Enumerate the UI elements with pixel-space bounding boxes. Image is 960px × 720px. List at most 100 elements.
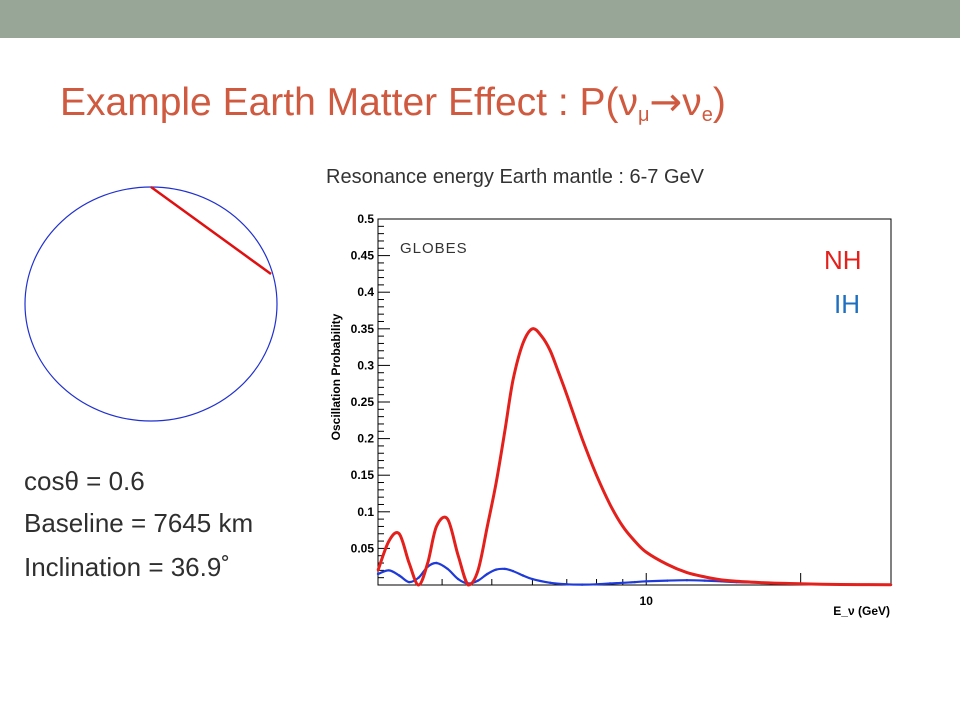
data-point-nh: [387, 539, 391, 543]
data-point-nh: [645, 550, 648, 554]
y-tick-label: 0.4: [357, 285, 374, 299]
data-point-nh: [633, 539, 636, 543]
data-point-ih: [595, 583, 598, 586]
data-point-nh: [417, 583, 420, 587]
data-point-ih: [549, 581, 552, 584]
y-axis-ticks: 0.05 0.1 0.15 0.2 0.25 0.3 0.35 0.4 0.45 0.5: [351, 212, 390, 586]
cos-theta-label: cosθ: [24, 466, 79, 496]
data-point-nh: [595, 474, 598, 477]
legend-ih: IH: [834, 289, 860, 319]
data-point-ih: [417, 576, 420, 579]
data-point-nh: [666, 563, 669, 566]
data-point-nh: [608, 503, 612, 506]
legend-nh: NH: [824, 245, 862, 275]
y-axis-label: Oscillation Probability: [329, 313, 343, 440]
cos-theta-value: = 0.6: [86, 466, 145, 496]
slide-subtitle: Resonance energy Earth mantle : 6-7 GeV: [326, 166, 704, 188]
data-point-ih: [633, 580, 636, 584]
cos-theta-line: cosθ = 0.6: [24, 466, 145, 497]
data-point-nh: [557, 371, 560, 374]
y-tick-label: 0.1: [357, 505, 374, 519]
data-point-nh: [467, 583, 470, 587]
data-point-nh: [565, 393, 568, 396]
data-point-nh: [703, 575, 706, 579]
data-point-nh: [435, 525, 438, 528]
top-banner: [0, 0, 960, 38]
data-point-ih: [407, 580, 411, 584]
baseline-value: = 7645 km: [130, 508, 254, 538]
data-point-nh: [720, 578, 723, 582]
title-sub-mu: μ: [638, 104, 650, 126]
inclination-value: = 36.9˚: [148, 552, 230, 582]
y-tick-label: 0.25: [351, 395, 375, 409]
data-point-nh: [457, 554, 460, 557]
data-point-nh: [735, 580, 738, 583]
data-point-ih: [580, 583, 584, 586]
data-point-nh: [580, 437, 584, 440]
data-point-nh: [820, 583, 824, 586]
y-tick-label: 0.45: [351, 249, 375, 263]
data-point-nh: [763, 581, 766, 584]
data-point-nh: [398, 532, 401, 535]
title-nu-1: ν: [618, 81, 639, 124]
data-point-ih: [398, 574, 401, 577]
baseline-line: Baseline = 7645 km: [24, 508, 253, 539]
data-point-ih: [486, 572, 489, 576]
earth-circle: [24, 186, 278, 422]
baseline-chord: [150, 185, 272, 276]
x-tick-label: 10: [640, 594, 654, 608]
data-point-ih: [703, 579, 706, 582]
data-point-ih: [387, 569, 391, 572]
data-point-ih: [476, 579, 480, 582]
data-point-nh: [407, 561, 411, 565]
data-point-nh: [857, 583, 861, 586]
data-point-ih: [521, 574, 525, 577]
data-point-nh: [531, 327, 534, 330]
data-point-ih: [446, 567, 449, 571]
title-nu-2: ν: [682, 81, 702, 124]
data-point-nh: [476, 569, 480, 572]
data-point-nh: [521, 342, 525, 345]
x-axis-label: E_ν (GeV): [833, 604, 890, 618]
data-point-ih: [645, 580, 648, 583]
title-text: Example Earth Matter Effect : P(: [60, 81, 619, 124]
title-close-paren: ): [712, 81, 726, 124]
earth-diagram: [24, 185, 278, 422]
data-point-nh: [549, 349, 552, 352]
data-point-ih: [376, 572, 380, 576]
y-tick-label: 0.15: [351, 468, 375, 482]
data-point-ih: [565, 583, 568, 586]
data-point-ih: [503, 567, 506, 571]
data-point-nh: [376, 569, 380, 572]
data-point-ih: [511, 569, 515, 573]
data-point-nh: [788, 582, 791, 585]
x-axis-ticks: 10: [377, 573, 892, 608]
data-point-ih: [495, 568, 498, 571]
y-tick-label: 0.35: [351, 322, 375, 336]
data-point-nh: [511, 378, 515, 382]
oscillation-chart: 0.05 0.1 0.15 0.2 0.25 0.3 0.35 0.4 0.45 0.5 10 O…: [329, 212, 893, 618]
y-tick-label: 0.2: [357, 432, 374, 446]
data-point-nh: [486, 525, 489, 528]
inclination-label: Inclination: [24, 552, 142, 582]
right-arrow-icon: →: [649, 80, 683, 125]
data-point-nh: [495, 481, 498, 484]
slide-title: Example Earth Matter Effect : P(νμ→νe): [60, 80, 726, 127]
y-tick-label: 0.5: [357, 212, 374, 226]
inclination-line: Inclination = 36.9˚: [24, 552, 230, 583]
data-point-ih: [621, 581, 624, 584]
data-point-ih: [531, 577, 534, 581]
data-point-ih: [435, 561, 438, 565]
y-tick-label: 0.05: [351, 541, 375, 555]
data-point-nh: [621, 525, 624, 528]
data-point-ih: [457, 577, 460, 581]
data-point-ih: [685, 579, 689, 582]
globes-annotation: GLOBES: [400, 240, 468, 257]
data-point-nh: [503, 430, 506, 433]
data-point-nh: [540, 334, 543, 338]
data-point-nh: [426, 561, 429, 565]
baseline-label: Baseline: [24, 508, 124, 538]
y-tick-label: 0.3: [357, 358, 374, 372]
data-point-nh: [889, 583, 893, 586]
data-point-ih: [608, 582, 612, 585]
